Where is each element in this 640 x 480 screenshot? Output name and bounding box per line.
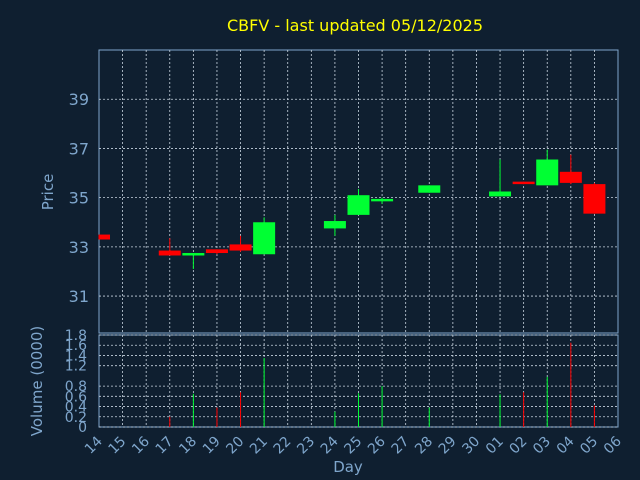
volume-y-ticks: 00.20.40.60.8 1.21.41.61.8 [65, 328, 87, 436]
candle-body [347, 195, 370, 215]
candle-26 [371, 197, 394, 204]
price-tick-label: 37 [69, 139, 89, 158]
candle-03 [536, 149, 559, 186]
price-tick-label: 31 [69, 287, 89, 306]
x-tick-label: 17 [153, 434, 177, 458]
x-tick-label: 25 [341, 434, 365, 458]
x-tick-label: 19 [200, 434, 224, 458]
x-tick-label: 29 [436, 434, 460, 458]
candle-02 [512, 181, 535, 185]
volume-tick-label: 1.4 [65, 348, 87, 364]
candle-14 [98, 234, 110, 240]
volume-tick-label: 0 [78, 420, 87, 436]
price-grid [99, 50, 618, 333]
volume-tick-label: 1.2 [65, 359, 87, 375]
candle-body [512, 181, 535, 185]
candle-body [182, 253, 205, 256]
candle-body [371, 198, 394, 202]
x-tick-label: 27 [389, 434, 413, 458]
candle-17 [158, 238, 181, 256]
price-axis-label: Price [39, 174, 57, 211]
volume-tick-label: 1.8 [65, 328, 87, 344]
price-panel: 31 33 35 37 39 Price [39, 49, 619, 334]
candle-24 [323, 214, 346, 236]
volume-tick-label: 0.4 [65, 400, 87, 416]
volume-bars [169, 342, 595, 427]
x-tick-label: 06 [601, 433, 625, 457]
volume-tick-label: 0.2 [65, 410, 87, 426]
x-tick-label: 26 [365, 433, 389, 457]
x-tick-label: 03 [530, 434, 554, 458]
x-tick-label: 16 [129, 433, 153, 457]
x-tick-label: 20 [223, 434, 247, 458]
candle-body [253, 222, 276, 255]
candle-25 [347, 189, 370, 215]
x-tick-label: 01 [483, 434, 507, 458]
candle-21 [253, 217, 276, 255]
x-tick-label: 30 [459, 434, 483, 458]
candle-19 [205, 249, 228, 255]
candles [98, 149, 606, 270]
price-tick-label: 33 [69, 238, 89, 257]
candle-body [583, 184, 606, 214]
candle-05 [583, 182, 606, 214]
x-tick-label: 14 [82, 433, 106, 457]
x-tick-label: 04 [554, 433, 578, 457]
volume-tick-label: 1.6 [65, 338, 87, 354]
x-tick-label: 15 [105, 434, 129, 458]
x-tick-label: 24 [318, 433, 342, 457]
candle-18 [182, 253, 205, 270]
price-y-ticks: 31 33 35 37 39 [69, 90, 89, 306]
x-axis-label: Day [333, 458, 363, 476]
x-tick-label: 28 [412, 434, 436, 458]
volume-panel: 00.20.40.60.8 1.21.41.61.8 Volume (0000) [28, 326, 619, 436]
candle-body [559, 171, 582, 183]
candle-body [99, 234, 110, 240]
volume-axis-label: Volume (0000) [28, 326, 46, 436]
candle-body [229, 244, 252, 251]
x-tick-label: 22 [271, 434, 295, 458]
x-tick-label: 23 [294, 434, 318, 458]
x-tick-label: 05 [577, 434, 601, 458]
candle-body [158, 250, 181, 256]
candle-body [418, 185, 441, 193]
candle-04 [559, 154, 582, 185]
x-tick-label: 18 [176, 434, 200, 458]
chart-title: CBFV - last updated 05/12/2025 [227, 16, 483, 35]
candle-01 [489, 159, 512, 197]
candle-body [323, 221, 346, 229]
x-tick-label: 21 [247, 434, 271, 458]
volume-tick-label: 0.8 [65, 379, 87, 395]
price-tick-label: 35 [69, 189, 89, 208]
candle-20 [229, 235, 252, 252]
volume-tick-label: 0.6 [65, 389, 87, 405]
candle-body [489, 191, 512, 197]
candle-body [205, 249, 228, 254]
candle-body [536, 159, 559, 186]
day-x-ticks: 14 15 16 17 18 19 20 21 22 23 24 25 26 27 28 29 30 01 02 03… [82, 433, 625, 457]
x-tick-label: 02 [507, 434, 531, 458]
candle-28 [418, 185, 441, 193]
price-tick-label: 39 [69, 90, 89, 109]
